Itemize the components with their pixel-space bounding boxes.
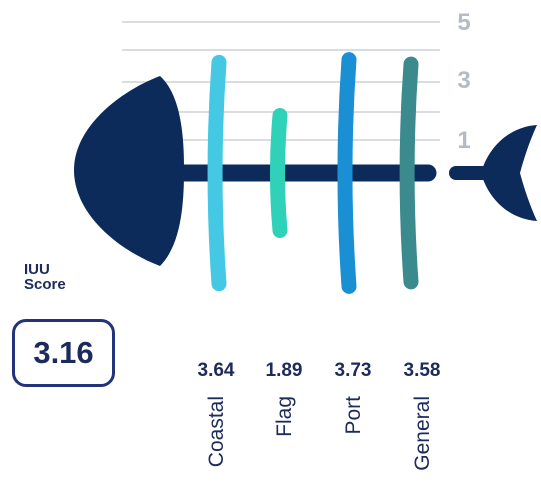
score-value-badge: 3.16	[12, 319, 115, 387]
fish-tail	[481, 125, 537, 221]
score-label: IUU Score	[24, 261, 66, 293]
bone-port	[337, 52, 357, 294]
category-label-port: Port	[342, 396, 365, 435]
y-tick-label: 5	[457, 9, 470, 36]
y-tick-label: 1	[457, 127, 470, 154]
y-tick-label: 3	[457, 67, 470, 94]
category-label-general: General	[411, 396, 434, 471]
bone-coastal	[207, 54, 227, 292]
value-label-flag: 1.89	[266, 360, 303, 381]
value-label-general: 3.58	[404, 360, 441, 381]
value-label-port: 3.73	[335, 360, 372, 381]
bone-general	[399, 56, 419, 290]
bone-flag	[269, 108, 288, 238]
score-value: 3.16	[33, 335, 94, 370]
fish-head	[74, 76, 184, 266]
category-label-coastal: Coastal	[205, 396, 228, 467]
value-label-coastal: 3.64	[198, 360, 235, 381]
category-label-flag: Flag	[273, 396, 296, 437]
